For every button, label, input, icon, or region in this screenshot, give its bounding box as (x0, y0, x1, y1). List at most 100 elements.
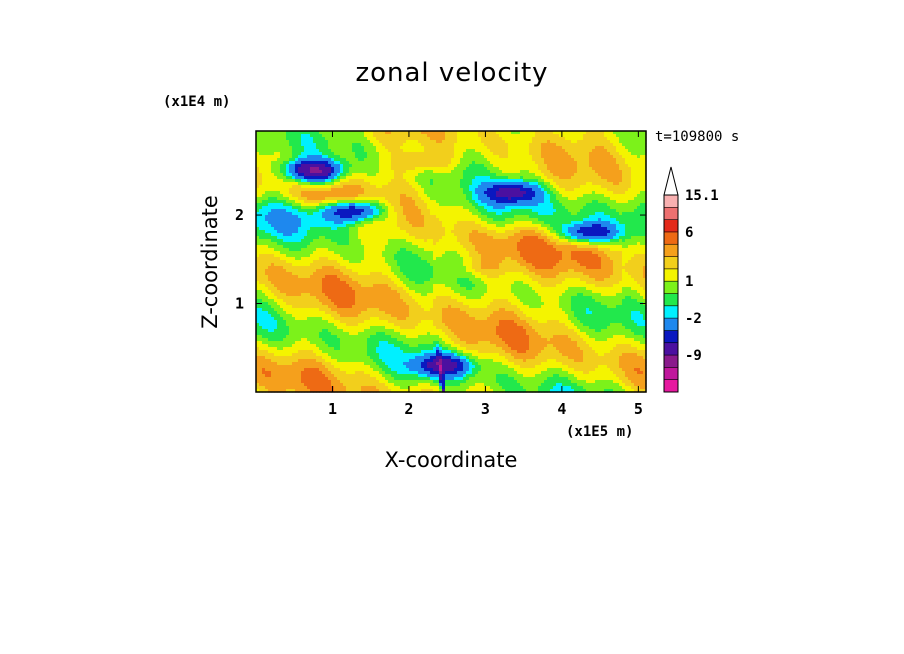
heatmap-cell (277, 389, 281, 393)
heatmap-cell (355, 236, 359, 240)
heatmap-cell (337, 323, 341, 327)
heatmap-cell (271, 371, 275, 375)
heatmap-cell (364, 332, 368, 336)
heatmap-cell (418, 356, 422, 360)
heatmap-cell (283, 248, 287, 252)
heatmap-cell (421, 332, 425, 336)
heatmap-cell (367, 299, 371, 303)
heatmap-cell (274, 380, 278, 384)
heatmap-cell (259, 323, 263, 327)
heatmap-cell (271, 323, 275, 327)
heatmap-cell (295, 206, 299, 210)
heatmap-cell (364, 374, 368, 378)
heatmap-cell (418, 131, 422, 135)
heatmap-cell (403, 203, 407, 207)
heatmap-cell (331, 224, 335, 228)
heatmap-cell (304, 320, 308, 324)
heatmap-cell (271, 332, 275, 336)
heatmap-cell (400, 269, 404, 273)
heatmap-cell (331, 194, 335, 198)
heatmap-cell (319, 377, 323, 381)
heatmap-cell (271, 242, 275, 246)
heatmap-cell (418, 143, 422, 147)
heatmap-cell (361, 287, 365, 291)
heatmap-cell (385, 215, 389, 219)
heatmap-cell (406, 164, 410, 168)
heatmap-cell (259, 245, 263, 249)
heatmap-cell (340, 260, 344, 264)
heatmap-cell (409, 326, 413, 330)
heatmap-cell (259, 308, 263, 312)
heatmap-cell (391, 260, 395, 264)
heatmap-cell (274, 173, 278, 177)
heatmap-cell (367, 227, 371, 231)
heatmap-cell (310, 320, 314, 324)
heatmap-cell (328, 212, 332, 216)
heatmap-cell (364, 377, 368, 381)
heatmap-cell (364, 272, 368, 276)
heatmap-cell (286, 254, 290, 258)
heatmap-cell (334, 191, 338, 195)
heatmap-cell (424, 368, 428, 372)
heatmap-cell (322, 182, 326, 186)
heatmap-cell (418, 191, 422, 195)
heatmap-cell (409, 362, 413, 366)
heatmap-cell (340, 263, 344, 267)
heatmap-cell (385, 296, 389, 300)
heatmap-cell (304, 311, 308, 315)
heatmap-cell (379, 380, 383, 384)
heatmap-cell (358, 299, 362, 303)
heatmap-cell (274, 323, 278, 327)
heatmap-cell (409, 215, 413, 219)
heatmap-cell (322, 257, 326, 261)
heatmap-cell (304, 269, 308, 273)
heatmap-cell (397, 272, 401, 276)
heatmap-cell (364, 269, 368, 273)
heatmap-cell (349, 188, 353, 192)
heatmap-cell (310, 356, 314, 360)
heatmap-cell (337, 302, 341, 306)
heatmap-cell (286, 152, 290, 156)
heatmap-cell (271, 194, 275, 198)
heatmap-cell (310, 389, 314, 393)
heatmap-cell (427, 161, 431, 165)
heatmap-cell (319, 224, 323, 228)
heatmap-cell (277, 326, 281, 330)
heatmap-cell (400, 143, 404, 147)
heatmap-cell (361, 290, 365, 294)
heatmap-cell (391, 326, 395, 330)
heatmap-cell (355, 386, 359, 390)
heatmap-cell (328, 146, 332, 150)
heatmap-cell (259, 164, 263, 168)
heatmap-cell (382, 305, 386, 309)
heatmap-cell (364, 386, 368, 390)
heatmap-cell (271, 149, 275, 153)
heatmap-cell (301, 140, 305, 144)
heatmap-cell (271, 137, 275, 141)
heatmap-cell (367, 323, 371, 327)
heatmap-cell (385, 233, 389, 237)
heatmap-cell (262, 230, 266, 234)
heatmap-cell (364, 185, 368, 189)
heatmap-cell (367, 149, 371, 153)
heatmap-cell (370, 362, 374, 366)
heatmap-cell (334, 323, 338, 327)
heatmap-cell (409, 305, 413, 309)
heatmap-cell (313, 170, 317, 174)
heatmap-cell (328, 251, 332, 255)
heatmap-cell (391, 140, 395, 144)
heatmap-cell (325, 227, 329, 231)
heatmap-cell (415, 341, 419, 345)
heatmap-cell (412, 338, 416, 342)
heatmap-cell (391, 131, 395, 135)
heatmap-cell (370, 365, 374, 369)
heatmap-cell (256, 383, 260, 387)
heatmap-cell (361, 266, 365, 270)
heatmap-cell (421, 140, 425, 144)
heatmap-cell (373, 353, 377, 357)
heatmap-cell (361, 224, 365, 228)
heatmap-cell (406, 191, 410, 195)
heatmap-cell (334, 269, 338, 273)
heatmap-cell (256, 311, 260, 315)
heatmap-cell (409, 200, 413, 204)
